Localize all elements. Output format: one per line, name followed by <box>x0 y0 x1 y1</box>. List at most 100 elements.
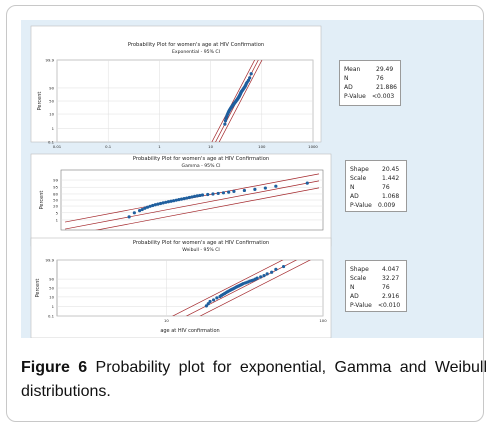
data-point-2-2 <box>208 299 212 304</box>
data-point-0-0 <box>223 122 227 126</box>
data-point-1-24 <box>195 194 199 198</box>
stat-value: 2.916 <box>382 293 400 300</box>
data-point-1-13 <box>166 200 171 204</box>
data-point-1-9 <box>156 202 160 206</box>
data-point-2-0 <box>204 304 209 308</box>
data-point-1-29 <box>216 191 220 196</box>
data-point-1-23 <box>193 194 197 198</box>
x-tick-label-0-5: 1000 <box>308 144 318 149</box>
stat-label: Scale <box>350 275 367 282</box>
stat-label: N <box>350 284 355 291</box>
stat-label: N <box>344 75 349 82</box>
chart-subtitle-1: Gamma - 95% CI <box>182 163 221 169</box>
stat-label: P-Value <box>344 93 366 100</box>
stat-row: N 76 <box>350 283 402 292</box>
y-axis-label-2: Percent <box>35 279 41 298</box>
data-point-1-22 <box>190 195 194 199</box>
data-point-1-3 <box>140 207 144 212</box>
x-tick-label-0-4: 100 <box>258 144 266 149</box>
stat-label: N <box>350 184 355 191</box>
data-point-1-32 <box>232 189 236 193</box>
data-point-1-27 <box>206 192 210 197</box>
data-point-1-11 <box>161 201 165 205</box>
data-point-2-32 <box>262 274 266 278</box>
y-tick-label-1-0: 99 <box>53 178 58 183</box>
stat-value: <0.010 <box>378 302 401 309</box>
data-point-1-19 <box>182 196 186 201</box>
stats-box-gamma: Shape 20.45 Scale 1.442 N 76 AD 1.068 P-Value 0.0… <box>345 160 407 212</box>
y-tick-label-2-1: 90 <box>49 277 54 282</box>
y-axis-label-0: Percent <box>37 92 43 111</box>
figure-card: Probability Plot for women's age at HIV … <box>6 5 487 422</box>
data-point-2-3 <box>211 298 216 302</box>
stat-row: Mean 29.49 <box>344 65 396 74</box>
data-point-2-34 <box>270 270 274 274</box>
stat-label: Shape <box>350 166 369 173</box>
stat-row: AD 2.916 <box>350 292 402 301</box>
fit-line-1-1 <box>64 180 320 230</box>
chart-subtitle-0: Exponential - 95% CI <box>172 49 220 55</box>
data-point-1-16 <box>174 198 178 202</box>
stat-value: 1.068 <box>382 193 400 200</box>
stat-value: 29.49 <box>376 66 394 73</box>
y-tick-label-1-4: 20 <box>53 204 58 209</box>
y-tick-label-2-0: 99.9 <box>46 258 55 263</box>
x-tick-label-2-1: 100 <box>319 318 327 323</box>
data-point-1-10 <box>158 201 163 206</box>
stat-label: Scale <box>350 175 367 182</box>
stat-row: P-Value <0.010 <box>350 301 402 310</box>
data-point-1-35 <box>263 186 267 190</box>
data-point-1-28 <box>211 192 215 196</box>
y-tick-label-0-3: 50 <box>49 99 54 104</box>
figure-image: Probability Plot for women's age at HIV … <box>21 20 483 338</box>
stat-row: AD 21.886 <box>344 83 397 92</box>
y-tick-label-2-2: 50 <box>49 286 54 291</box>
y-tick-label-0-4: 90 <box>49 85 54 90</box>
data-point-1-4 <box>143 206 147 210</box>
data-point-1-17 <box>177 198 181 202</box>
data-point-2-33 <box>265 272 269 276</box>
y-tick-label-1-6: 1 <box>56 217 59 222</box>
y-tick-label-0-5: 99.9 <box>46 58 55 63</box>
data-point-0-55 <box>248 76 252 80</box>
stat-value: 4.047 <box>382 266 400 273</box>
data-point-1-6 <box>148 204 152 208</box>
x-tick-label-0-0: 0.01 <box>53 144 62 149</box>
chart-title-2: Probability Plot for women's age at HIV … <box>133 240 269 246</box>
y-tick-label-2-3: 10 <box>49 294 54 299</box>
caption-text: Probability plot for exponential, Gamma … <box>21 359 487 400</box>
stat-label: P-Value <box>350 202 372 209</box>
y-tick-label-0-1: 1 <box>52 126 55 131</box>
x-tick-label-0-1: 0.1 <box>105 144 112 149</box>
y-tick-label-2-5: 0.1 <box>48 314 55 319</box>
stat-label: Mean <box>344 66 361 73</box>
chart-subtitle-2: Weibull - 95% CI <box>182 247 220 253</box>
stat-label: Shape <box>350 266 369 273</box>
stat-value: 76 <box>382 184 390 191</box>
stat-value: 0.009 <box>378 202 396 209</box>
stats-box-weibull: Shape 4.047 Scale 32.27 N 76 AD 2.916 P-Value <0.… <box>345 260 407 312</box>
x-tick-label-0-3: 10 <box>208 144 213 149</box>
y-tick-label-2-4: 1 <box>52 304 55 309</box>
data-point-1-30 <box>221 191 226 195</box>
stat-value: 32.27 <box>382 275 400 282</box>
stat-row: N 76 <box>350 183 402 192</box>
y-tick-label-0-2: 10 <box>49 112 54 117</box>
caption-label: Figure 6 <box>21 359 88 376</box>
stat-value: <0.003 <box>372 93 395 100</box>
stat-row: AD 1.068 <box>350 192 402 201</box>
stat-label: AD <box>350 193 359 200</box>
data-point-1-37 <box>305 181 309 185</box>
data-point-1-20 <box>185 196 189 200</box>
data-point-0-56 <box>249 72 253 76</box>
chart-title-0: Probability Plot for women's age at HIV … <box>128 42 264 48</box>
fit-line-1-2 <box>95 187 320 230</box>
data-point-2-31 <box>259 275 263 279</box>
data-point-1-36 <box>274 184 278 188</box>
stat-row: Scale 1.442 <box>350 174 402 183</box>
stat-value: 76 <box>376 75 384 82</box>
y-tick-label-1-3: 50 <box>53 198 58 203</box>
data-point-1-33 <box>242 188 246 193</box>
stat-label: AD <box>350 293 359 300</box>
stat-row: Scale 32.27 <box>350 274 402 283</box>
